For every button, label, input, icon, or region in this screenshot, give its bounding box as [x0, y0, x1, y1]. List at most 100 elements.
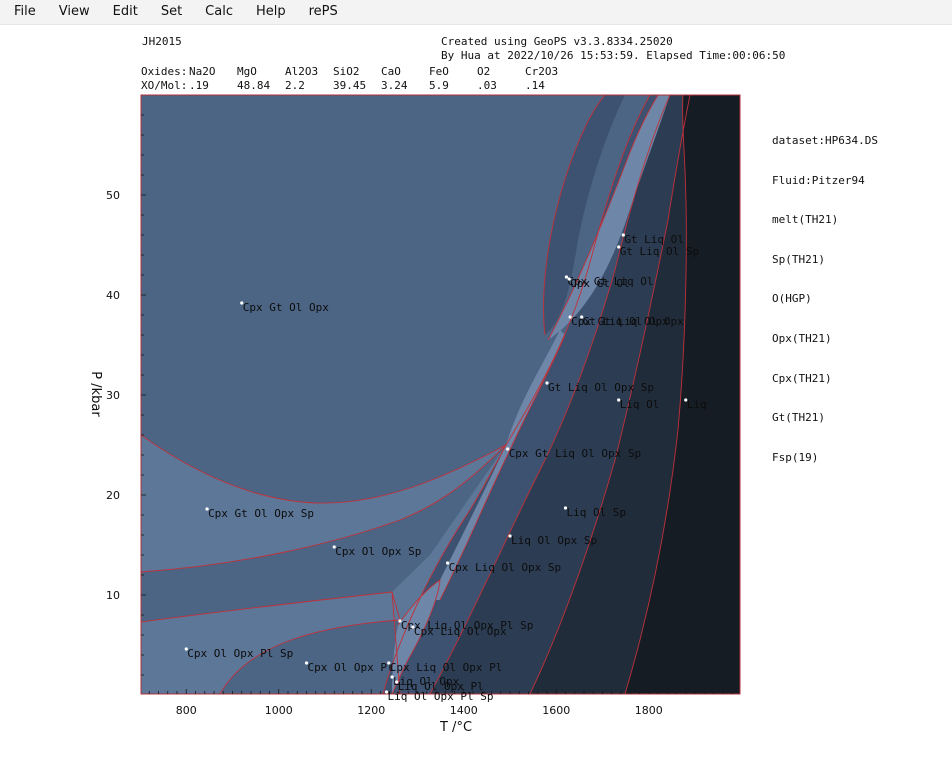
- field-label: Liq: [687, 398, 707, 411]
- field-marker: [304, 661, 309, 665]
- field-marker: [545, 381, 549, 385]
- field-marker: [684, 398, 688, 402]
- field-label: Liq Ol: [620, 398, 660, 411]
- field-marker: [508, 534, 512, 538]
- x-tick-label: 1000: [265, 704, 293, 717]
- boundary-line: [219, 619, 401, 694]
- field-label-group: Cpx Liq Ol Opx Sp: [445, 561, 561, 574]
- field-label-group: Cpx Gt Ol Opx Sp: [205, 507, 314, 520]
- field-label-group: Liq Ol Opx Sp: [508, 534, 597, 547]
- x-tick-label: 1800: [635, 704, 663, 717]
- field-label-group: Cpx Liq Ol Opx Pl: [387, 661, 502, 674]
- field-label: Cpx Gt Liq Ol: [567, 275, 653, 288]
- oxide-name: CaO: [381, 65, 401, 78]
- field-label-group: Opx Gt Ol: [567, 277, 630, 290]
- field-marker: [567, 277, 571, 281]
- field-marker: [205, 507, 209, 511]
- legend-entry: Fluid:Pitzer94: [772, 173, 865, 187]
- oxide-name: Cr2O3: [525, 65, 559, 78]
- field-label: Gt Liq Ol Sp: [620, 245, 699, 258]
- boundary-line: [391, 591, 401, 694]
- field-label: Cpx Liq Ol Opx Pl: [390, 661, 503, 674]
- boundary-line: [543, 95, 606, 336]
- boundary-line: [547, 95, 659, 341]
- menu-set[interactable]: Set: [160, 4, 183, 19]
- author-line: By Hua at 2022/10/26 15:53:59. Elapsed T…: [441, 49, 786, 62]
- boundary-line: [141, 444, 507, 573]
- field-label: Liq Ol Opx Pl Sp: [388, 690, 494, 703]
- boundary-line: [391, 579, 441, 694]
- field-label-group: Gt Liq Ol Opx: [580, 315, 669, 328]
- field-label: Cpx Gt Liq Ol Opx: [571, 315, 684, 328]
- field-marker: [617, 398, 621, 402]
- field-label: Liq Ol Sp: [567, 506, 627, 519]
- field-label-group: Cpx Gt Ol Opx: [240, 301, 329, 314]
- y-tick-label: 20: [106, 489, 120, 502]
- field-area: [430, 330, 565, 600]
- boundary-line: [382, 95, 651, 694]
- field-area: [543, 95, 625, 335]
- field-area: [141, 592, 400, 694]
- axis-ticks: [141, 114, 733, 694]
- field-boundaries: [141, 95, 691, 694]
- field-label-group: Cpx Ol Opx Pl Sp: [184, 647, 293, 660]
- menu-file[interactable]: File: [14, 4, 36, 19]
- legend-entry: Sp(TH21): [772, 252, 825, 266]
- oxide-value: 2.2: [285, 79, 305, 92]
- field-marker: [563, 506, 568, 510]
- field-label-group: Liq Ol Opx Pl Sp: [384, 690, 494, 703]
- field-label-group: Cpx Liq Ol Opx Pl Sp: [398, 619, 533, 632]
- xo-label: XO/Mol:: [141, 79, 188, 92]
- x-tick-label: 800: [176, 704, 197, 717]
- boundary-line: [439, 334, 566, 601]
- oxide-value: .19: [189, 79, 209, 92]
- legend-entry: O(HGP): [772, 292, 812, 306]
- legend-entry: Fsp(19): [772, 450, 819, 464]
- legend-entry: Cpx(TH21): [772, 371, 832, 385]
- phase-fields: [141, 95, 740, 694]
- y-tick-labels: 10 20 30 40 50: [106, 189, 120, 602]
- field-marker: [390, 675, 394, 679]
- menu-help[interactable]: Help: [255, 4, 286, 19]
- field-area: [548, 95, 670, 340]
- field-label: Opx Gt Ol: [570, 277, 630, 290]
- dataset-legend: dataset:HP634.DS Fluid:Pitzer94 melt(TH2…: [772, 108, 878, 477]
- menu-calc[interactable]: Calc: [205, 4, 233, 19]
- field-label: Liq Ol Opx: [393, 675, 460, 688]
- oxide-value: .14: [525, 79, 545, 92]
- oxide-name: SiO2: [333, 65, 360, 78]
- field-label-group: Cpx Gt Liq Ol: [564, 275, 654, 288]
- legend-entry: Opx(TH21): [772, 331, 832, 345]
- field-label: Cpx Gt Ol Opx: [243, 301, 329, 314]
- boundary-line: [141, 434, 507, 504]
- field-label: Cpx Ol Opx Pl Sp: [187, 647, 293, 660]
- field-area: [530, 95, 700, 694]
- oxide-name: Al2O3: [285, 65, 319, 78]
- field-label-group: Liq: [684, 398, 707, 411]
- field-marker: [617, 245, 621, 249]
- field-label-group: Liq Ol Opx: [390, 675, 460, 688]
- field-label: Cpx Gt Liq Ol Opx Sp: [509, 447, 641, 460]
- y-axis-title: P /kbar: [88, 371, 103, 417]
- field-marker: [240, 301, 244, 305]
- field-area: [220, 620, 400, 694]
- field-marker: [395, 680, 399, 684]
- oxide-value: .03: [477, 79, 497, 92]
- menu-view[interactable]: View: [58, 4, 90, 19]
- field-marker: [506, 447, 510, 451]
- menu-edit[interactable]: Edit: [112, 4, 138, 19]
- oxide-value: 5.9: [429, 79, 449, 92]
- field-label-group: Liq Ol Opx Pl: [395, 680, 484, 693]
- field-marker: [564, 275, 569, 279]
- menu-bar: File View Edit Set Calc Help rePS: [0, 0, 952, 25]
- y-tick-label: 50: [106, 189, 120, 202]
- field-label: Gt Liq Ol Opx: [583, 315, 669, 328]
- field-marker: [411, 625, 415, 629]
- field-marker: [332, 545, 336, 549]
- boundary-line: [429, 95, 671, 694]
- menu-reps[interactable]: rePS: [308, 4, 338, 19]
- boundary-line: [624, 95, 687, 694]
- field-label: Gt Liq Ol Opx Sp: [548, 381, 654, 394]
- oxide-value: 3.24: [381, 79, 408, 92]
